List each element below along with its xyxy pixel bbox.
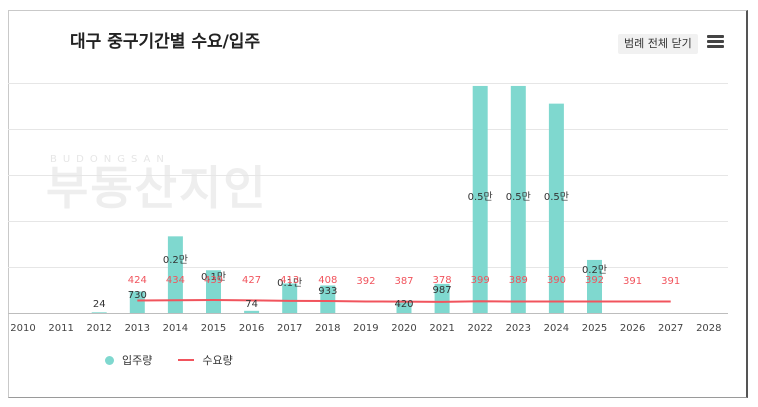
bar-supply (167, 236, 183, 313)
x-tick-label: 2012 (86, 323, 111, 334)
bar-value-label: 987 (433, 285, 452, 296)
x-tick-label: 2025 (582, 323, 607, 334)
bar-value-label: 74 (245, 299, 258, 310)
bar-supply (282, 283, 298, 313)
bar-supply (548, 103, 564, 314)
bar-value-label: 0.1만 (277, 277, 302, 289)
x-tick-label: 2015 (201, 323, 226, 334)
demand-value-label: 427 (242, 275, 261, 286)
line-demand (137, 299, 671, 303)
x-tick-label: 2016 (239, 323, 264, 334)
x-tick-label: 2018 (315, 323, 340, 334)
bar-supply (434, 283, 450, 313)
demand-value-label: 408 (318, 275, 337, 286)
bar-supply (206, 270, 221, 313)
legend-item-supply[interactable]: 입주량 (105, 352, 152, 368)
x-tick-label: 2027 (658, 323, 683, 334)
demand-value-label: 424 (128, 275, 147, 286)
bar-value-label: 0.1만 (201, 271, 226, 283)
bar-supply (244, 310, 260, 313)
x-tick-label: 2022 (467, 323, 492, 334)
bar-value-label: 420 (394, 299, 413, 310)
bar-supply (472, 85, 488, 313)
demand-value-label: 378 (433, 275, 452, 286)
legend-label-demand: 수요량 (202, 354, 233, 367)
x-tick-label: 2010 (10, 323, 35, 334)
legend-item-demand[interactable]: 수요량 (178, 352, 233, 368)
demand-value-label: 392 (585, 275, 604, 286)
demand-value-label: 399 (471, 275, 490, 286)
bar-supply (320, 285, 336, 313)
x-tick-label: 2028 (696, 323, 721, 334)
legend-toggle-button[interactable]: 범례 전체 닫기 (618, 34, 698, 54)
legend-swatch-demand (178, 359, 195, 361)
demand-value-label: 387 (394, 276, 413, 287)
hamburger-menu-icon[interactable] (707, 35, 724, 49)
bar-value-label: 0.2만 (163, 254, 188, 266)
bar-value-label: 730 (128, 290, 147, 301)
bar-value-label: 24 (93, 299, 106, 310)
x-tick-label: 2011 (48, 323, 73, 334)
bar-value-label: 0.5만 (506, 191, 531, 203)
demand-value-label: 390 (547, 275, 566, 286)
bar-supply (91, 312, 107, 313)
demand-value-label: 389 (509, 275, 528, 286)
chart-legend: 입주량 수요량 (105, 352, 259, 368)
x-tick-label: 2021 (429, 323, 454, 334)
x-tick-label: 2014 (163, 323, 188, 334)
chart-panel (8, 10, 748, 398)
x-tick-label: 2026 (620, 323, 645, 334)
x-tick-label: 2013 (125, 323, 150, 334)
bar-value-label: 0.5만 (544, 191, 569, 203)
bar-value-label: 0.2만 (582, 264, 607, 276)
legend-label-supply: 입주량 (122, 354, 153, 367)
watermark-caption: BUDONGSAN (50, 154, 170, 165)
x-tick-label: 2019 (353, 323, 378, 334)
x-tick-label: 2024 (544, 323, 569, 334)
x-tick-label: 2023 (506, 323, 531, 334)
demand-value-label: 434 (166, 275, 185, 286)
bar-supply (396, 300, 412, 313)
demand-value-label: 413 (280, 275, 299, 286)
x-tick-label: 2020 (391, 323, 416, 334)
demand-value-label: 439 (204, 275, 223, 286)
bar-value-label: 933 (318, 286, 337, 297)
bar-value-label: 0.5만 (468, 191, 493, 203)
legend-swatch-supply (105, 355, 114, 365)
demand-value-label: 392 (356, 276, 375, 287)
bar-supply (129, 291, 145, 313)
x-tick-label: 2017 (277, 323, 302, 334)
chart-title: 대구 중구기간별 수요/입주 (70, 32, 261, 52)
watermark: 부동산지인 (46, 161, 268, 215)
demand-value-label: 391 (623, 276, 642, 287)
demand-value-label: 391 (661, 276, 680, 287)
bar-supply (510, 85, 526, 313)
bar-supply (587, 259, 602, 313)
